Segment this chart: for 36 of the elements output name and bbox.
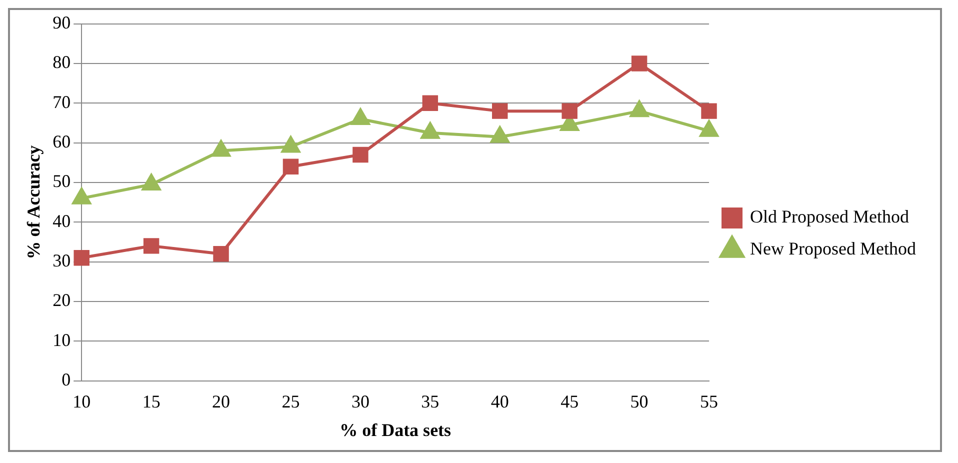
- point: [420, 122, 440, 139]
- point: [142, 174, 161, 190]
- y-tick-label: 0: [62, 370, 71, 390]
- point: [490, 126, 510, 143]
- y-axis-title: % of Accuracy: [23, 145, 44, 260]
- y-tick-label: 40: [52, 210, 71, 231]
- y-tick-label: 80: [52, 52, 71, 72]
- y-tick-label: 60: [52, 132, 71, 152]
- y-tick-label: 70: [52, 92, 71, 112]
- x-tick-label: 25: [282, 391, 300, 412]
- point: [630, 100, 649, 118]
- x-tick-label: 35: [421, 391, 440, 412]
- y-tick-label: 50: [52, 171, 71, 192]
- legend-label: New Proposed Method: [750, 238, 916, 259]
- point: [213, 246, 229, 262]
- point: [143, 238, 160, 254]
- x-tick-label: 30: [351, 391, 370, 412]
- point: [74, 250, 90, 266]
- y-tick-label: 20: [52, 290, 71, 310]
- x-axis-title: % of Data sets: [340, 420, 452, 440]
- point: [281, 136, 300, 153]
- point: [351, 108, 370, 125]
- point: [72, 188, 91, 204]
- x-tick-label: 10: [72, 391, 91, 412]
- point: [700, 120, 718, 137]
- x-tick-label: 40: [490, 391, 509, 412]
- x-tick-label: 15: [142, 391, 160, 412]
- legend-label: Old Proposed Method: [750, 206, 910, 227]
- x-tick-label: 55: [700, 391, 718, 412]
- y-tick-label: 90: [52, 12, 71, 33]
- y-tick-label: 30: [52, 250, 71, 271]
- x-tick-label: 50: [630, 391, 648, 412]
- x-tick-label: 45: [560, 391, 579, 412]
- y-tick-label: 10: [52, 330, 71, 350]
- point: [212, 140, 230, 157]
- x-tick-label: 20: [212, 391, 230, 412]
